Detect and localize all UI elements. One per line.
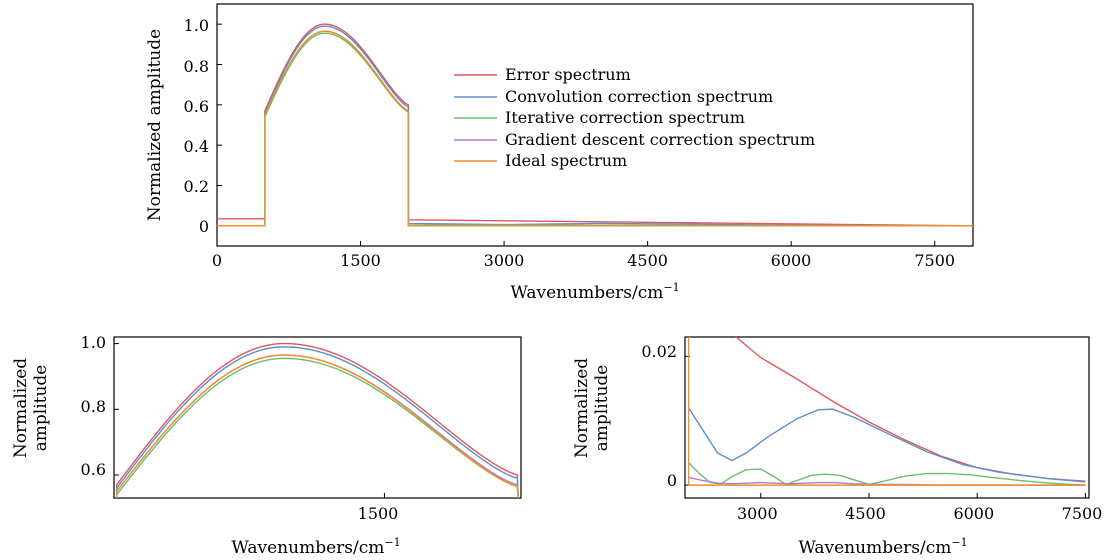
panel-bottom-right-xtick-label: 6000 — [953, 504, 994, 523]
series-line-iterative-correction-spectrum — [115, 357, 520, 498]
panel-top-xtick-label: 6000 — [771, 251, 812, 270]
panel-bottom-left-ytick-label: 0.6 — [81, 460, 106, 479]
panel-top-y-axis-label: Normalized amplitude — [145, 29, 165, 221]
panel-top-xtick-label: 0 — [212, 251, 222, 270]
series-line-iterative-correction-spectrum — [217, 32, 973, 227]
panel-top-ytick-label: 0.8 — [184, 57, 209, 76]
legend-label-iterative: Iterative correction spectrum — [505, 108, 745, 127]
series-line-iterative-correction-spectrum — [688, 462, 1086, 486]
panel-bottom-right-ytick-label: 0.02 — [641, 342, 677, 361]
panel-bottom-left-x-axis-label: Wavenumbers/cm−1 — [231, 536, 400, 558]
series-line-convolution-correction-spectrum — [115, 346, 520, 498]
panel-bottom-right-frame — [684, 336, 1090, 499]
legend-label-convolution: Convolution correction spectrum — [505, 87, 773, 106]
panel-top-xtick-label: 3000 — [484, 251, 525, 270]
series-line-error-spectrum — [735, 337, 1086, 482]
panel-top-xtick-label: 4500 — [627, 251, 668, 270]
panel-bottom-right-xtick-label: 4500 — [845, 504, 886, 523]
series-line-error-spectrum — [115, 342, 520, 498]
panel-bottom-left-ytick-label: 0.8 — [81, 397, 106, 416]
panel-top-xtick-label: 7500 — [914, 251, 955, 270]
panel-bottom-right-ticks — [685, 355, 1086, 498]
series-line-error-spectrum — [217, 23, 973, 227]
series-line-convolution-correction-spectrum — [217, 25, 973, 227]
panel-top-series — [217, 23, 973, 227]
legend-label-ideal: Ideal spectrum — [505, 151, 627, 170]
series-line-ideal-spectrum — [115, 354, 520, 498]
panel-bottom-left-ytick-label: 1.0 — [81, 333, 106, 352]
series-line-gradient-descent-correction-spectrum — [115, 354, 520, 498]
legend: Error spectrum Convolution correction sp… — [454, 65, 815, 170]
panel-bottom-right-xtick-label: 3000 — [737, 504, 778, 523]
panel-bottom-left-series — [115, 342, 520, 498]
panel-top-xtick-label: 1500 — [340, 251, 381, 270]
panel-top-ytick-label: 0 — [199, 217, 209, 236]
series-line-gradient-descent-correction-spectrum — [217, 30, 973, 227]
panel-top-ytick-label: 0.6 — [184, 97, 209, 116]
panel-top-x-axis-label: Wavenumbers/cm−1 — [510, 281, 679, 303]
panel-bottom-left-frame — [113, 336, 522, 499]
panel-bottom-right: 3000 4500 6000 7500 0 0.02 Wavenumbers/c… — [572, 336, 1103, 558]
panel-top-yticks — [217, 23, 222, 227]
panel-top-frame — [216, 3, 974, 247]
panel-top-ytick-label: 1.0 — [184, 16, 209, 35]
series-line-ideal-spectrum — [687, 337, 1086, 486]
panel-bottom-right-ytick-label: 0 — [667, 471, 677, 490]
panel-bottom-left-ticks — [114, 343, 385, 498]
legend-label-error: Error spectrum — [505, 65, 631, 84]
panel-bottom-right-series — [687, 337, 1086, 486]
panel-top-xticks — [216, 241, 936, 246]
legend-label-gradient: Gradient descent correction spectrum — [505, 130, 815, 149]
series-line-ideal-spectrum — [217, 30, 973, 227]
panel-top-ytick-label: 0.2 — [184, 177, 209, 196]
panel-bottom-left-y-axis-label-line2: amplitude — [31, 365, 51, 452]
series-line-convolution-correction-spectrum — [688, 407, 1086, 483]
panel-bottom-left: 1500 0.6 0.8 1.0 Wavenumbers/cm−1 Normal… — [11, 333, 522, 558]
panel-bottom-left-y-axis-label-line1: Normalized — [11, 358, 31, 458]
panel-bottom-right-x-axis-label: Wavenumbers/cm−1 — [798, 536, 967, 558]
panel-top-ytick-label: 0.4 — [184, 137, 209, 156]
panel-bottom-right-xtick-label: 7500 — [1062, 504, 1103, 523]
panel-bottom-right-y-axis-label-line1: Normalized — [572, 358, 592, 458]
panel-bottom-left-xtick-label: 1500 — [358, 504, 399, 523]
panel-top: 0 1500 3000 4500 6000 7500 0 0.2 0.4 0.6… — [145, 3, 974, 303]
panel-bottom-right-y-axis-label-line2: amplitude — [592, 365, 612, 452]
